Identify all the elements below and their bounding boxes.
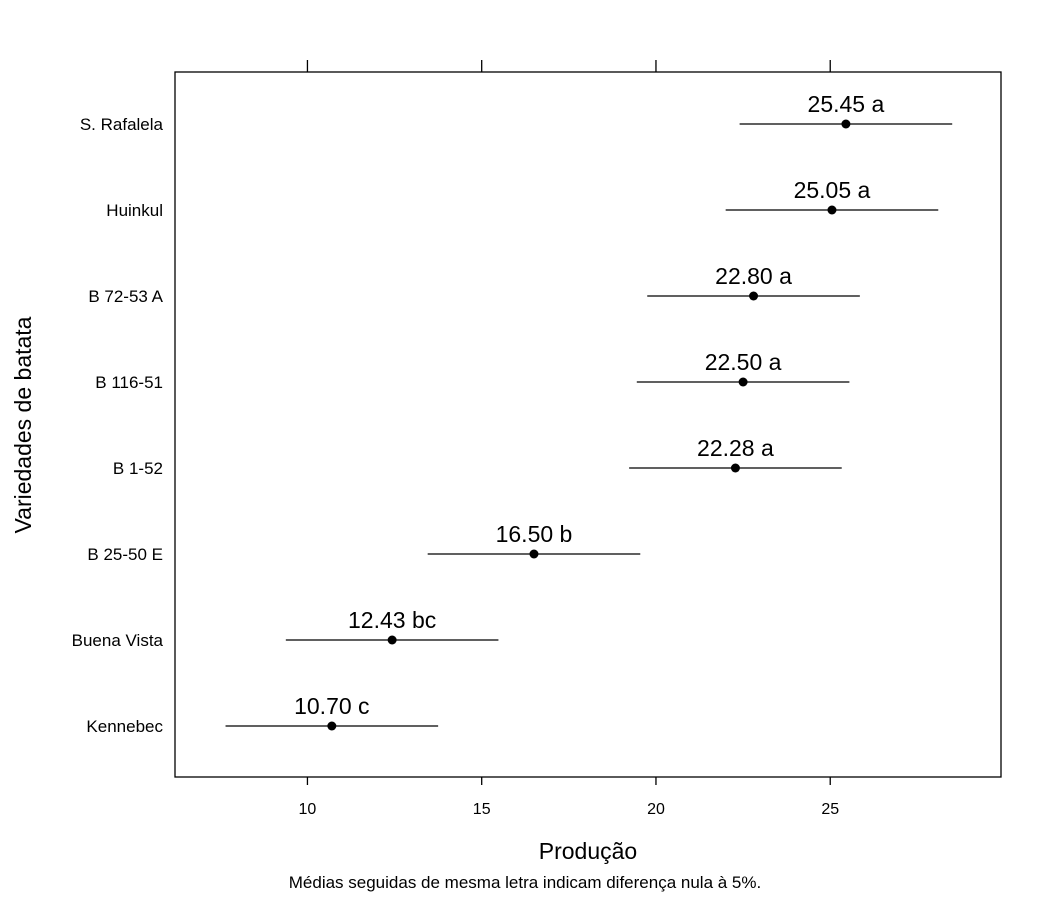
data-label: 25.05 a [794,177,871,203]
y-tick-label: Huinkul [106,201,163,220]
data-point [327,721,337,731]
chart-footnote: Médias seguidas de mesma letra indicam d… [289,873,761,892]
x-axis-label: Produção [539,838,637,864]
data-label: 22.28 a [697,435,774,461]
data-point [749,291,759,301]
data-label: 12.43 bc [348,607,436,633]
x-tick-label: 25 [821,801,839,818]
data-label: 25.45 a [808,91,885,117]
y-tick-label: Buena Vista [72,631,164,650]
y-tick-label: S. Rafalela [80,115,164,134]
data-label: 10.70 c [294,693,369,719]
data-point [841,119,851,129]
plot-frame [174,71,1002,778]
y-tick-label: B 25-50 E [87,545,163,564]
data-label: 22.80 a [715,263,792,289]
y-tick-label: B 72-53 A [88,287,163,306]
x-tick-label: 20 [647,801,665,818]
y-axis-label: Variedades de batata [10,316,36,533]
y-tick-label: B 1-52 [113,459,163,478]
chart-marks: 10 15 20 25 S. Rafalela Huinkul B 72-53 A B 116… [72,60,953,818]
y-tick-label: B 116-51 [95,373,163,392]
y-tick-label: Kennebec [86,717,163,736]
data-label: 22.50 a [705,349,782,375]
data-point [827,205,837,215]
x-tick-label: 15 [473,801,491,818]
data-label: 16.50 b [496,521,573,547]
data-point [387,635,397,645]
x-tick-label: 10 [299,801,317,818]
data-point [730,463,740,473]
data-point [529,549,539,559]
data-point [738,377,748,387]
